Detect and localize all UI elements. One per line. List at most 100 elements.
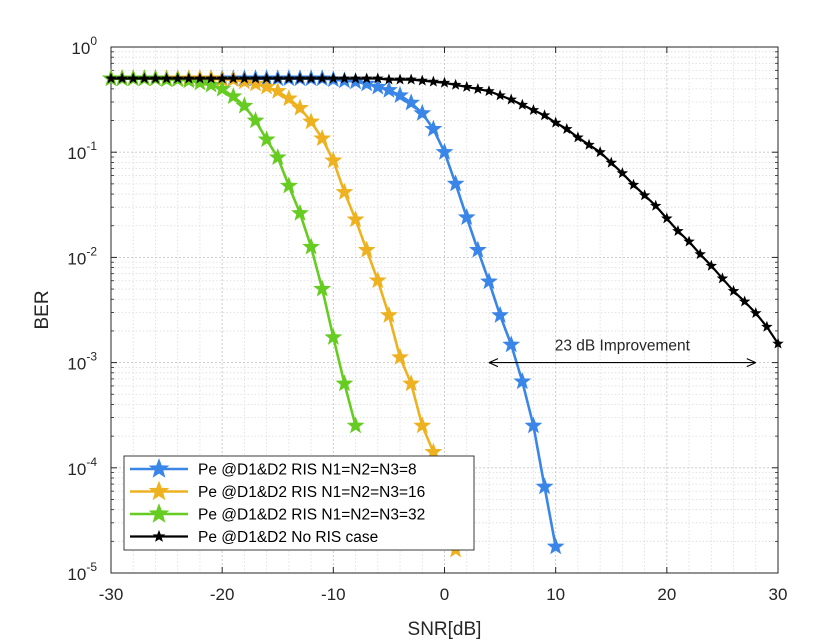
data-point-marker [294,72,306,84]
data-point-marker [616,167,629,179]
legend-box [123,455,475,551]
data-point-marker [116,72,128,84]
data-point-marker [360,72,373,84]
data-point-marker [524,416,543,434]
data-point-marker [672,225,684,237]
data-point-marker [316,72,328,84]
y-tick-base: 10 [67,144,86,163]
data-point-marker [313,279,332,297]
y-tick-exponent: -5 [86,560,97,574]
data-point-marker [105,72,117,84]
data-point-marker [638,189,651,201]
data-point-marker [238,72,251,84]
data-point-marker [413,416,432,434]
legend-marker-sample [152,529,166,542]
data-point-marker [480,272,498,290]
data-point-marker [268,81,287,99]
data-point-marker [335,374,354,392]
data-point-marker [761,320,773,332]
series-line [111,77,357,427]
x-tick-label: -30 [99,585,124,604]
data-point-marker [535,477,554,495]
data-point-marker [171,72,184,84]
data-point-marker [572,131,584,143]
data-point-marker [183,72,195,84]
data-point-marker [513,372,532,390]
y-tick-exponent: 0 [90,34,97,48]
data-point-marker [683,235,695,247]
data-point-marker [202,75,220,93]
data-point-marker [383,73,395,85]
data-point-marker [324,327,343,345]
data-point-marker [460,80,473,92]
data-point-marker [416,74,429,86]
y-tick-exponent: -2 [86,244,97,258]
data-point-marker [446,174,465,192]
legend-entry: Pe @D1&D2 RIS N1=N2=N3=16 [130,480,425,501]
data-point-marker [249,72,262,84]
data-point-marker [694,248,706,260]
legend-entry: Pe @D1&D2 RIS N1=N2=N3=8 [130,458,417,479]
data-point-marker [224,87,243,105]
data-point-marker [661,212,673,224]
series-layer [102,69,784,558]
axes [110,46,779,574]
y-tick-base: 10 [67,249,86,268]
data-point-marker [483,85,495,97]
data-point-marker [335,182,354,200]
data-point-marker [149,72,162,84]
data-point-marker [138,72,151,84]
annotation-arrowhead-right [746,358,756,368]
data-point-marker [449,78,462,90]
data-point-marker [391,86,409,103]
data-point-marker [438,76,451,88]
data-point-marker [491,305,509,323]
series-3 [102,69,365,434]
data-point-marker [472,83,484,94]
data-point-marker [424,119,443,137]
data-point-marker [594,146,606,158]
legend-label: Pe @D1&D2 No RIS case [198,529,378,546]
data-point-marker [257,77,276,95]
y-tick-label: 10-3 [67,350,97,374]
data-point-marker [327,72,340,84]
data-point-marker [194,72,206,84]
data-point-marker [583,138,595,150]
data-point-marker [368,271,387,289]
y-tick-base: 10 [67,460,86,479]
data-point-marker [716,272,729,284]
data-point-marker [457,208,476,225]
data-point-marker [516,98,529,110]
data-point-marker [738,295,751,307]
y-tick-exponent: -3 [86,350,97,364]
data-point-marker [127,72,139,84]
y-tick-label: 10-4 [67,455,97,479]
y-tick-label: 10-2 [67,244,97,268]
data-point-marker [213,79,232,97]
data-point-marker [405,73,417,85]
y-tick-base: 10 [67,565,86,584]
x-tick-label: 30 [769,585,788,604]
x-tick-label: -10 [321,585,346,604]
y-tick-label: 100 [71,34,97,58]
data-point-marker [305,72,317,84]
data-point-marker [549,116,562,128]
data-point-marker [605,156,618,168]
legend-marker-sample [148,503,170,523]
x-tick-label: 0 [440,585,449,604]
annotation-arrowhead-left [488,358,499,368]
legend-entry: Pe @D1&D2 No RIS case [130,529,378,546]
legend-marker-sample [148,480,170,501]
data-point-marker [257,130,276,148]
data-point-marker [246,111,265,129]
data-point-marker [346,210,365,228]
data-point-marker [235,96,254,114]
data-point-marker [279,176,298,194]
legend-label: Pe @D1&D2 RIS N1=N2=N3=32 [198,507,425,524]
data-point-marker [372,72,384,84]
data-point-marker [283,72,295,84]
data-point-marker [402,374,421,392]
data-point-marker [649,199,662,211]
